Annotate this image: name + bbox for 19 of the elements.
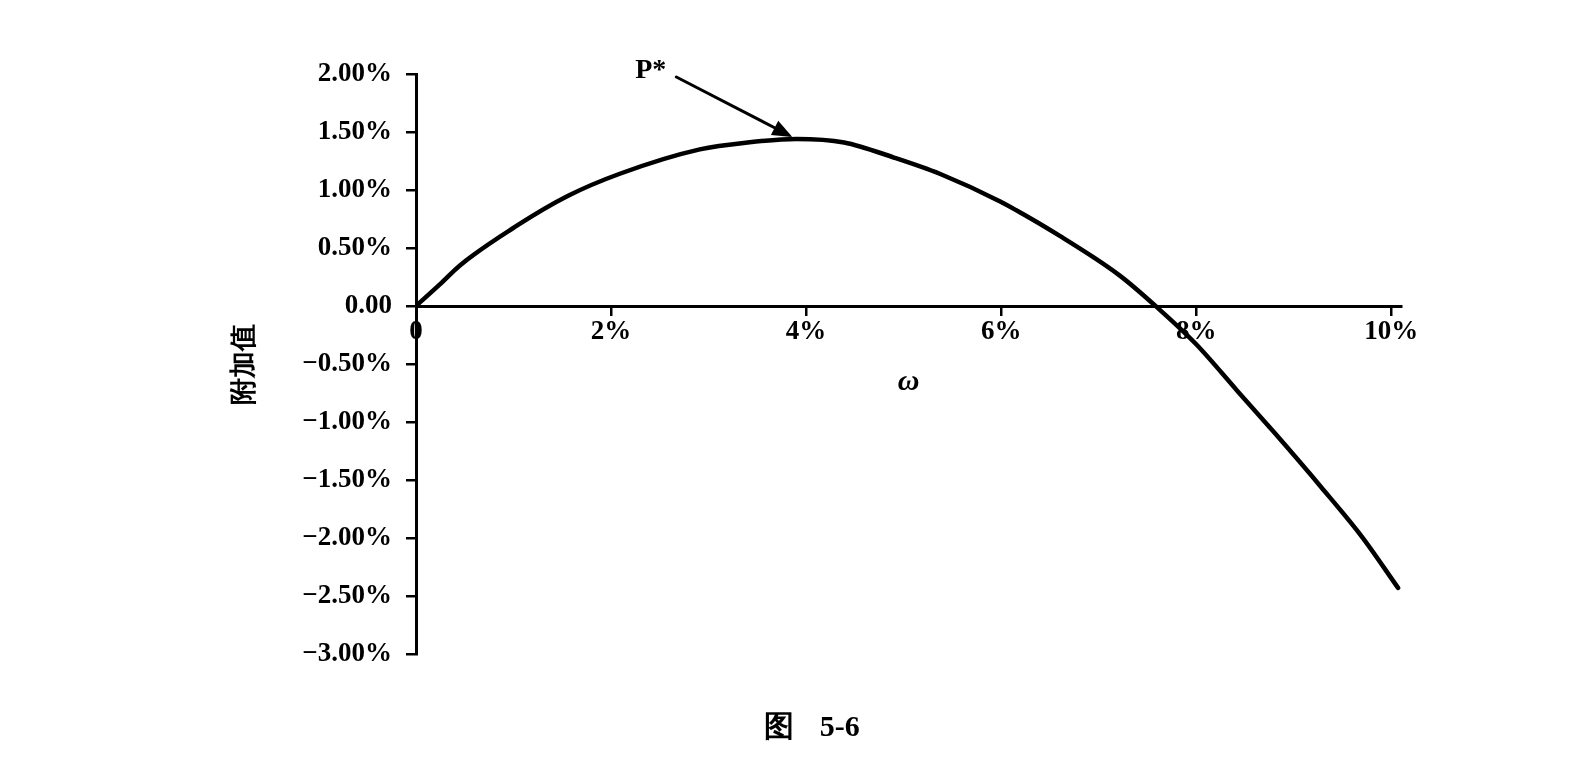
x-tick-label: 10% bbox=[1364, 315, 1419, 346]
y-tick-label: 1.00% bbox=[317, 172, 392, 203]
y-tick-label: −3.00% bbox=[302, 636, 392, 667]
caption: 图 5-6 bbox=[764, 708, 860, 744]
y-tick-label: −0.50% bbox=[302, 346, 392, 377]
y-tick-label: −1.00% bbox=[302, 404, 392, 435]
x-tick-label: 4% bbox=[785, 315, 827, 346]
x-tick-label: 2% bbox=[590, 315, 632, 346]
y-tick-label: −2.00% bbox=[302, 520, 392, 551]
y-tick-label: −2.50% bbox=[302, 578, 392, 609]
y-tick-label: 0.50% bbox=[317, 230, 392, 261]
y-tick-label: 1.50% bbox=[317, 114, 392, 145]
y-tick-label: −1.50% bbox=[302, 462, 392, 493]
x-axis-title: ω bbox=[897, 363, 920, 397]
y-tick-label: 0.00 bbox=[344, 288, 392, 319]
x-tick-label: 6% bbox=[980, 315, 1022, 346]
annotation: P* bbox=[635, 52, 667, 84]
y-axis-title: 附加值 bbox=[228, 323, 259, 405]
y-tick-label: 2.00% bbox=[317, 56, 392, 87]
